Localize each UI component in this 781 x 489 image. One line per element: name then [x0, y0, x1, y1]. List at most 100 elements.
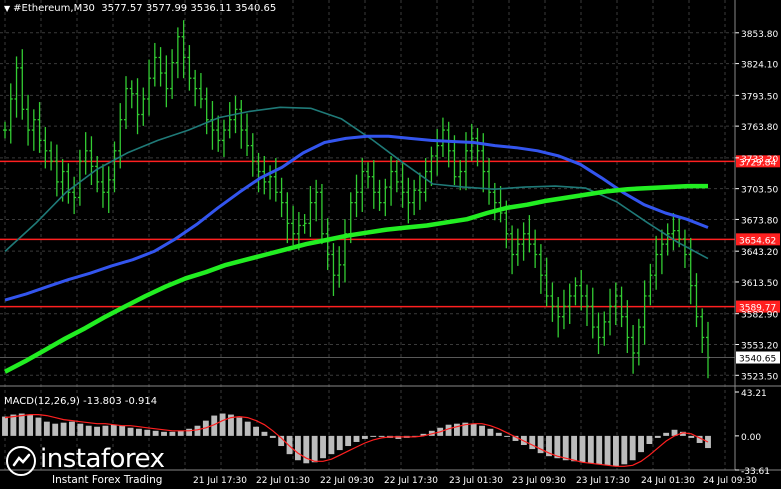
ohlc-values: 3577.57 3577.99 3536.11 3540.65	[101, 3, 277, 14]
x-tick-label: 22 Jul 01:30	[256, 476, 310, 486]
level-label-box	[736, 155, 780, 168]
macd-bar	[135, 428, 142, 436]
macd-bar	[43, 421, 50, 436]
macd-bar	[110, 424, 117, 436]
macd-bar	[211, 415, 218, 436]
macd-bar	[52, 423, 59, 436]
y-tick-label: 3523.50	[741, 372, 778, 382]
macd-bar	[696, 435, 703, 443]
macd-bar	[587, 435, 594, 464]
macd-bar	[169, 431, 176, 436]
macd-bar	[646, 435, 653, 444]
macd-bar	[504, 435, 511, 437]
x-tick-label: 22 Jul 09:30	[320, 476, 374, 486]
macd-bar	[152, 430, 159, 436]
macd-bar	[269, 435, 276, 438]
instaforex-logo: instaforex Instant Forex Trading	[6, 444, 182, 488]
macd-y-tick-label: -33.61	[741, 467, 770, 477]
macd-bar	[361, 435, 368, 439]
macd-bar	[604, 435, 611, 466]
macd-bar	[571, 435, 578, 462]
last-price-label: 3540.65	[739, 355, 776, 365]
x-tick-label: 22 Jul 17:30	[384, 476, 438, 486]
macd-bar	[537, 435, 544, 454]
macd-bar	[10, 414, 17, 436]
collapse-triangle-icon[interactable]: ▼	[4, 4, 11, 13]
macd-bar	[529, 435, 536, 450]
macd-header: MACD(12,26,9) -13.803 -0.914	[4, 396, 158, 407]
level-label-box	[736, 300, 780, 313]
y-tick-label: 3553.20	[741, 342, 778, 352]
macd-bar	[144, 429, 151, 436]
macd-bar	[353, 435, 360, 442]
logo-tagline: Instant Forex Trading	[52, 474, 163, 486]
macd-bar	[420, 433, 427, 436]
y-tick-label: 3703.50	[741, 186, 778, 196]
symbol-label: #Ethereum,M30	[13, 3, 95, 14]
macd-bar	[621, 435, 628, 465]
macd-bar	[94, 426, 100, 436]
macd-bar	[479, 425, 485, 436]
macd-bar	[495, 432, 502, 436]
x-tick-label: 24 Jul 01:30	[641, 476, 695, 486]
moving-averages	[3, 106, 709, 374]
macd-bar	[328, 435, 335, 455]
level-label: 3654.62	[739, 236, 776, 246]
macd-bar	[336, 435, 343, 451]
macd-y-tick-label: 0.00	[741, 433, 761, 443]
macd-bar	[186, 428, 193, 436]
y-tick-label: 3853.80	[741, 30, 778, 40]
macd-bar	[102, 425, 109, 436]
macd-bar	[18, 413, 25, 436]
macd-bar	[596, 435, 603, 465]
y-tick-label: 3733.20	[741, 155, 778, 165]
level-label-box	[736, 233, 780, 246]
macd-bar	[613, 435, 619, 467]
logo-name: instaforex	[40, 444, 165, 474]
y-tick-label: 3643.20	[741, 248, 778, 258]
macd-bar	[663, 432, 670, 436]
x-tick-label: 24 Jul 09:30	[703, 476, 757, 486]
macd-bar	[85, 425, 92, 436]
level-label: 3589.77	[739, 304, 776, 314]
x-tick-label: 21 Jul 17:30	[193, 476, 247, 486]
macd-bar	[554, 435, 561, 459]
macd-bar	[194, 425, 201, 436]
level-label: 3729.84	[739, 158, 776, 168]
price-bars: 3540.65	[0, 20, 780, 379]
last-price-box	[736, 351, 780, 364]
x-tick-label: 23 Jul 01:30	[449, 476, 503, 486]
macd-bar	[253, 426, 260, 436]
macd-bar	[320, 435, 326, 459]
macd-panel	[2, 413, 711, 467]
macd-bar	[546, 435, 552, 457]
macd-bar	[445, 424, 452, 436]
macd-signal-line	[4, 414, 709, 467]
y-tick-label: 3824.10	[741, 61, 778, 71]
macd-bar	[671, 429, 678, 436]
macd-bar	[286, 435, 293, 455]
macd-bar	[654, 435, 661, 438]
macd-bar	[679, 431, 686, 436]
macd-bar	[127, 427, 134, 436]
macd-bar	[579, 435, 586, 463]
macd-bar	[638, 435, 644, 453]
macd-bar	[177, 430, 184, 436]
macd-bar	[219, 413, 226, 436]
macd-bar	[119, 425, 126, 436]
ma-blue-line	[4, 134, 709, 302]
macd-bar	[2, 416, 8, 436]
macd-bar	[261, 431, 268, 436]
y-tick-label: 3582.90	[741, 311, 778, 321]
macd-bar	[470, 423, 477, 436]
macd-bar	[370, 435, 377, 437]
ma-green-line	[3, 183, 708, 374]
macd-bar	[69, 421, 75, 436]
instaforex-logo-icon	[6, 446, 36, 476]
macd-bar	[688, 435, 695, 438]
macd-bar	[27, 414, 34, 436]
macd-bar	[512, 435, 519, 441]
macd-bar	[294, 435, 301, 461]
